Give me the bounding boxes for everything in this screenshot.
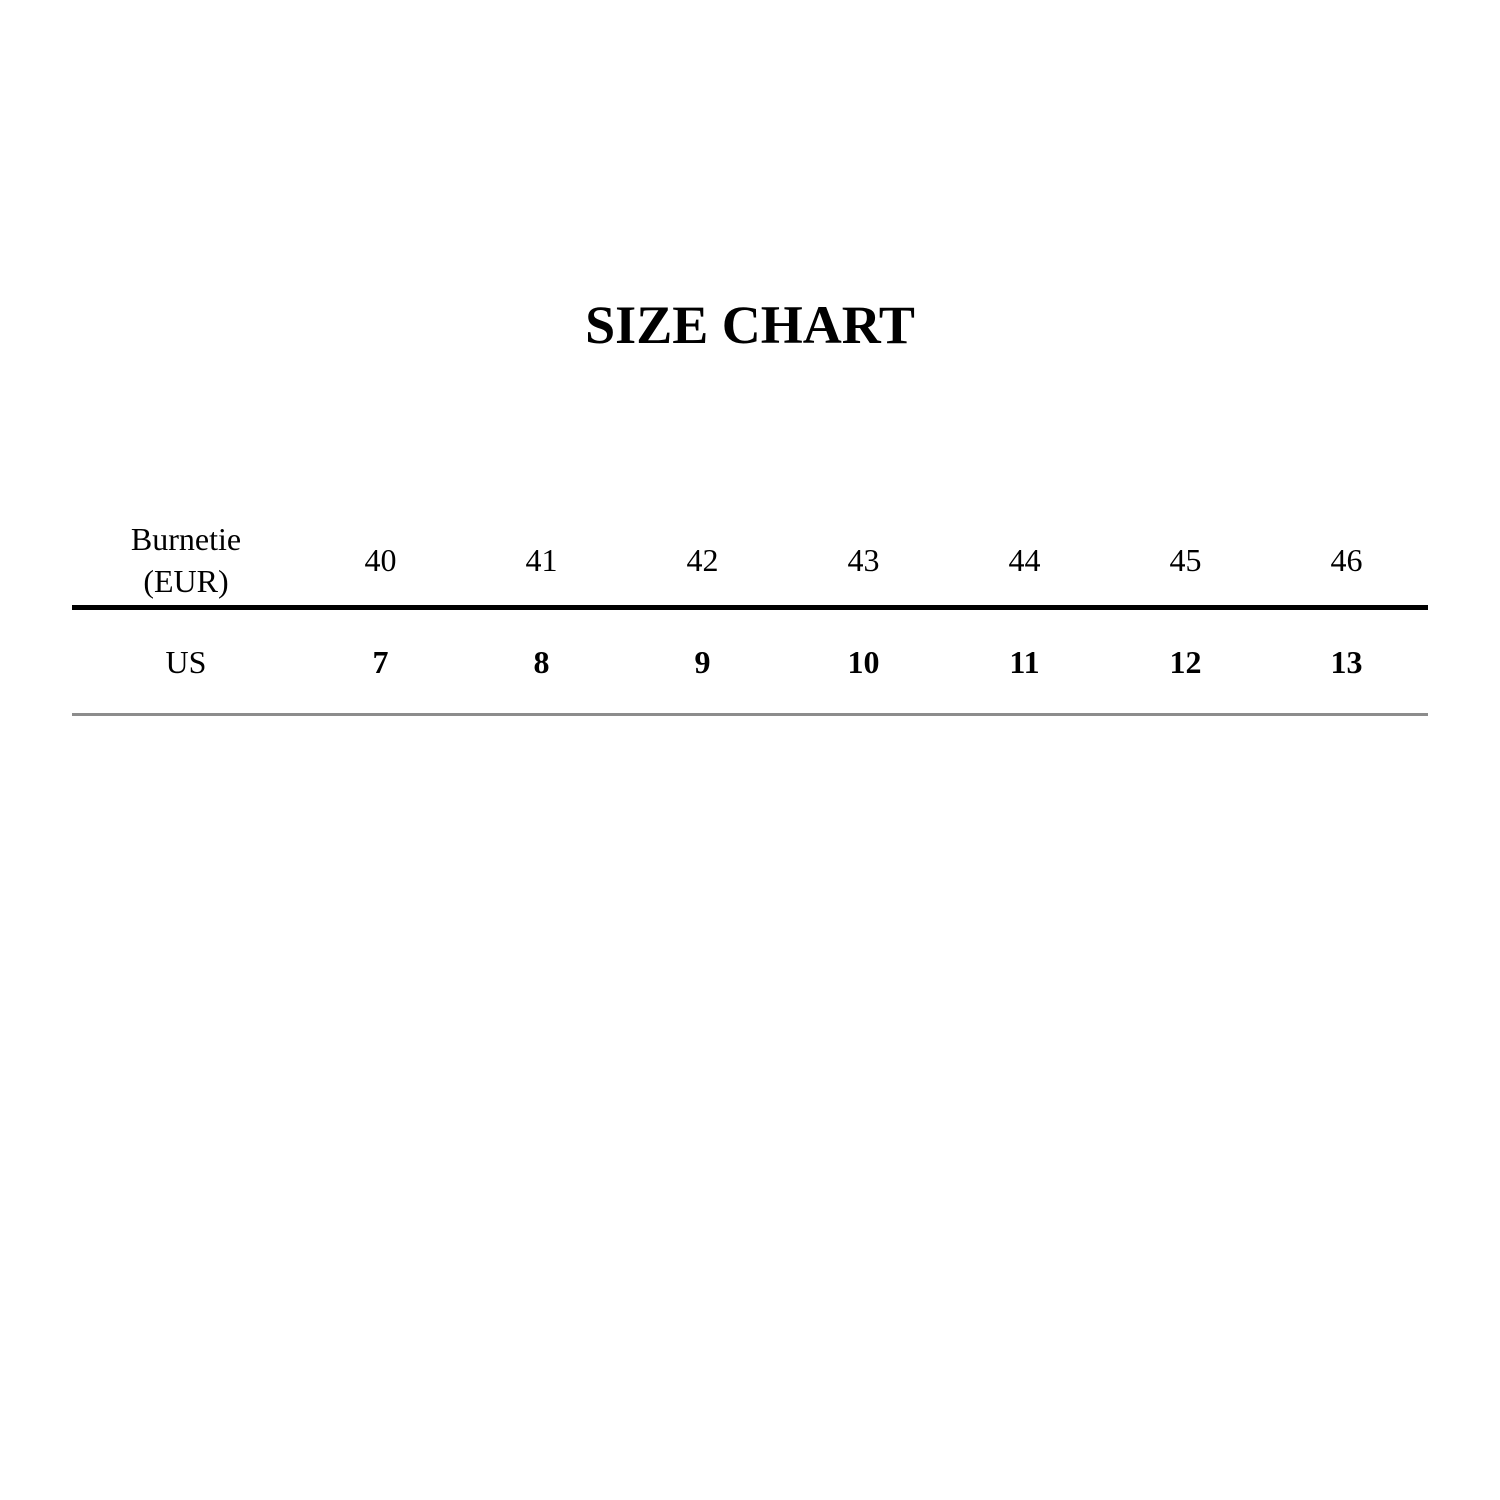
eur-size: 44	[1008, 542, 1041, 578]
us-size: 7	[372, 643, 389, 680]
row-label: US	[165, 643, 207, 680]
table-header-row: Burnetie (EUR) 40 41 42 43 44 45 46	[72, 515, 1428, 610]
header-label-brand: Burnetie	[130, 521, 242, 557]
page-title: SIZE CHART	[585, 295, 915, 355]
us-size: 13	[1330, 643, 1363, 680]
eur-size: 42	[686, 542, 719, 578]
us-size: 10	[847, 643, 880, 680]
eur-size: 41	[525, 542, 558, 578]
header-label-unit: (EUR)	[143, 563, 229, 599]
header-label: Burnetie (EUR)	[72, 518, 300, 602]
us-size: 11	[1009, 643, 1040, 680]
eur-size: 46	[1330, 542, 1363, 578]
eur-size: 43	[847, 542, 880, 578]
eur-size: 40	[364, 542, 397, 578]
us-size: 12	[1169, 643, 1202, 680]
us-size: 9	[694, 643, 711, 680]
size-table: Burnetie (EUR) 40 41 42 43 44 45 46 US 7…	[72, 515, 1428, 716]
eur-size: 45	[1169, 542, 1202, 578]
table-row-us: US 7 8 9 10 11 12 13	[72, 610, 1428, 716]
us-size: 8	[533, 643, 550, 680]
